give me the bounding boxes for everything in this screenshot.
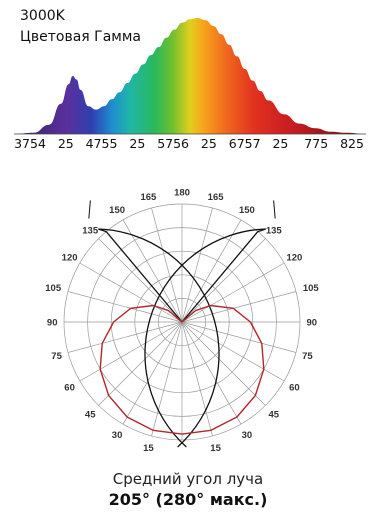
angle-label: 30 (242, 430, 253, 441)
angle-label: 45 (85, 409, 96, 420)
angle-label: 75 (51, 351, 62, 362)
polar-grid-spoke (122, 219, 183, 323)
max-beam-limit-line (105, 231, 183, 323)
x-tick-label: 5756 (157, 136, 190, 151)
polar-grid-spoke (122, 321, 183, 425)
angle-label: 15 (210, 443, 221, 454)
beam-angle-value: 205° (280° макс.) (108, 490, 268, 509)
polar-grid-spoke (79, 262, 183, 323)
polar-grid-spoke (181, 321, 285, 382)
angle-label: 120 (62, 253, 78, 264)
angle-label: 90 (307, 318, 318, 329)
angle-label: 165 (140, 192, 157, 203)
angle-label: 60 (289, 382, 300, 393)
beam-distribution-curve (99, 304, 265, 435)
angle-label: 90 (47, 318, 58, 329)
polar-grid-spoke (181, 219, 242, 323)
x-tick-label: 3754 (14, 136, 46, 151)
x-tick-label: 25 (129, 136, 146, 151)
polar-grid-spoke (181, 321, 266, 406)
polar-grid-spoke (67, 291, 183, 323)
angle-label: 105 (45, 283, 62, 294)
spectrum-title: Цветовая Гамма (20, 29, 141, 45)
x-tick-label: 25 (272, 136, 289, 151)
angle-label: 120 (286, 253, 302, 264)
x-tick-label: 25 (57, 136, 74, 151)
polar-grid-spoke (181, 321, 242, 425)
spectrum-chart: 3000K Цветовая Гамма 3754 25 4755 25 5756 25 6… (0, 0, 376, 160)
polar-grid-spoke (151, 207, 183, 323)
polar-grid-spoke (79, 321, 183, 382)
angle-label: 75 (302, 351, 313, 362)
polar-grid-spoke (98, 321, 183, 406)
angle-label: 60 (64, 382, 75, 393)
max-beam-arc (98, 228, 220, 448)
max-beam-tick (273, 200, 276, 219)
max-beam-arc (144, 228, 266, 448)
polar-grid-spoke (181, 291, 297, 323)
polar-grid-spoke (67, 321, 183, 353)
max-beam-tick (88, 200, 91, 219)
angle-label: 30 (112, 430, 123, 441)
spectrum-area (14, 18, 366, 134)
polar-grid-spoke (98, 238, 183, 323)
x-tick-label: 25 (200, 136, 217, 151)
polar-chart: 15 15 30 30 45 45 60 60 75 75 90 90 105 105 120 120 135 1… (20, 168, 350, 458)
angle-label: 45 (269, 409, 280, 420)
beam-angle-caption: Средний угол луча (112, 470, 264, 488)
spectrum-header: 3000K Цветовая Гамма (20, 6, 141, 48)
polar-plot: 15 15 30 30 45 45 60 60 75 75 90 90 105 105 120 120 135 1… (45, 188, 320, 454)
x-tick-label: 825 (340, 136, 364, 151)
angle-label: 135 (82, 226, 99, 237)
angle-label: 105 (303, 283, 320, 294)
cct-label: 3000K (20, 8, 65, 24)
max-beam-limit-line (181, 231, 259, 323)
angle-label: 150 (109, 205, 125, 216)
x-tick-label: 6757 (228, 136, 261, 151)
polar-grid-spoke (181, 321, 213, 437)
angle-label: 15 (143, 443, 154, 454)
polar-grid-spoke (181, 238, 266, 323)
angle-label: 180 (174, 188, 190, 199)
x-tick-label: 4755 (85, 136, 118, 151)
angle-label: 150 (239, 205, 255, 216)
angle-label: 135 (266, 226, 283, 237)
polar-grid-spoke (181, 321, 297, 353)
angle-label: 165 (208, 192, 225, 203)
spectrum-plot (14, 18, 366, 135)
spectrum-x-tick-labels: 3754 25 4755 25 5756 25 6757 25 775 825 (0, 136, 376, 156)
polar-grid-spoke (181, 262, 285, 323)
polar-grid-spoke (151, 321, 183, 437)
x-tick-label: 775 (304, 136, 329, 151)
polar-grid-spoke (181, 207, 213, 323)
